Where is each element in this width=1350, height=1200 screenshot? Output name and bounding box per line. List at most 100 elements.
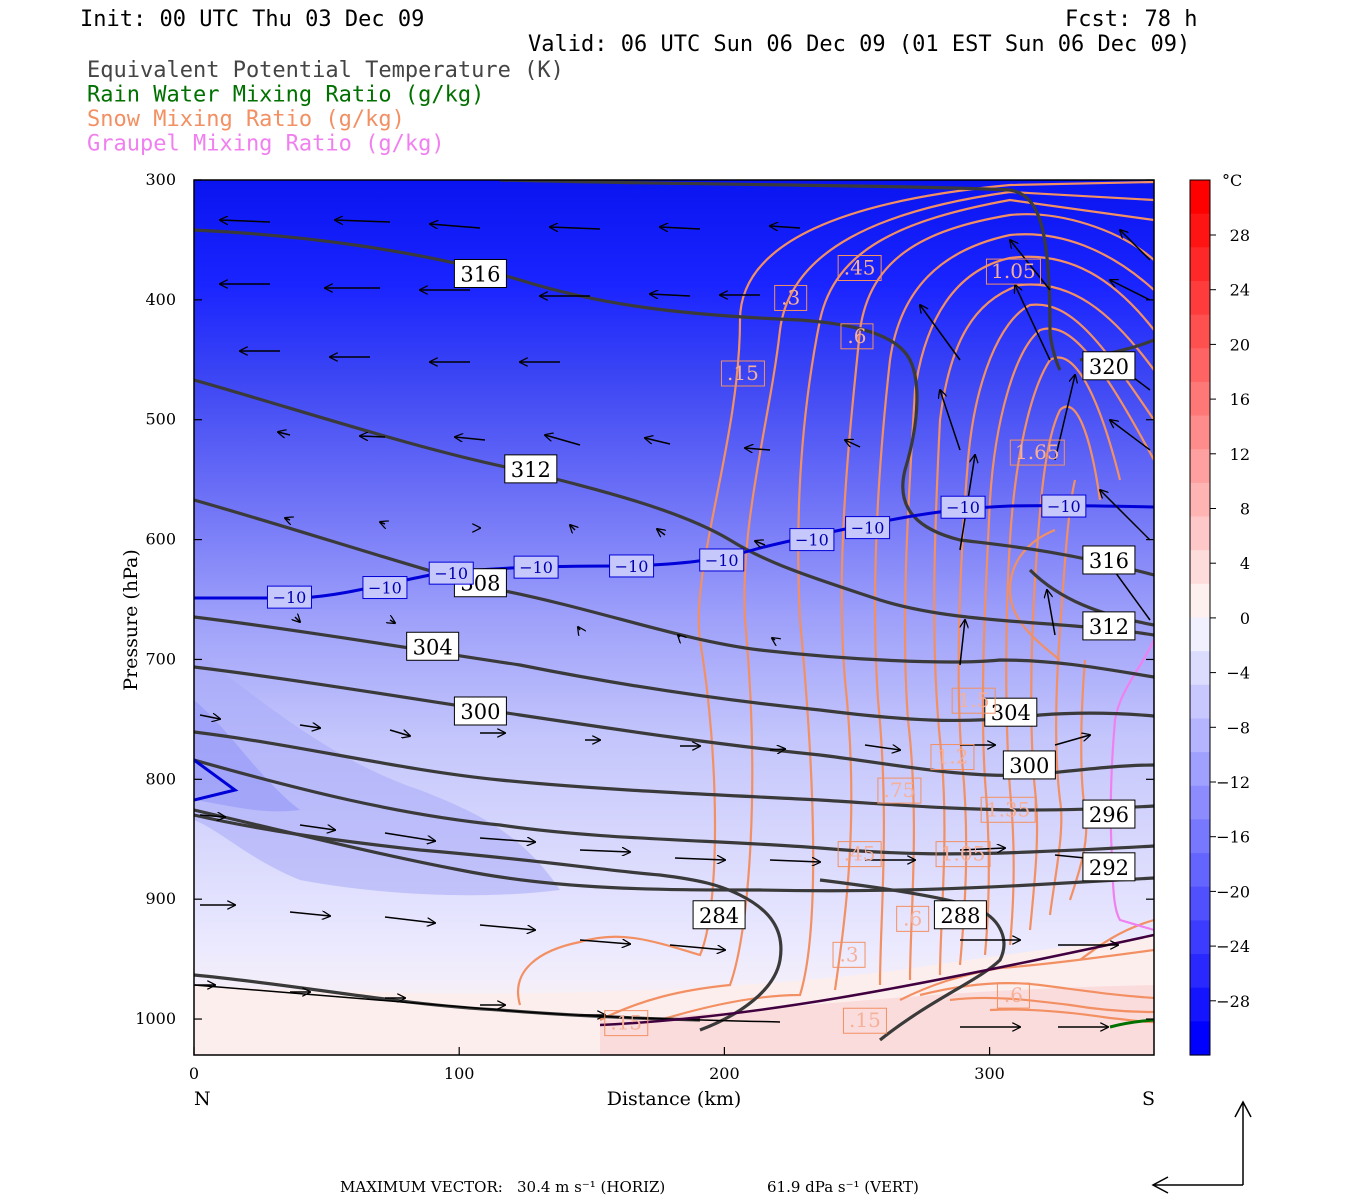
wind-vector — [384, 916, 435, 923]
y-tick-label: 900 — [145, 889, 176, 908]
colorbar-unit: °C — [1222, 171, 1242, 190]
x-tick-label: 0 — [189, 1064, 199, 1083]
wind-vector — [940, 390, 961, 451]
y-tick-label: 700 — [145, 649, 176, 668]
temp-label-box — [699, 548, 745, 572]
colorbar-label: 12 — [1230, 445, 1250, 464]
snow-label: 1.2 — [937, 745, 969, 769]
x-axis: 0 100 200 300 — [189, 1047, 1005, 1083]
theta-e-label-box — [984, 697, 1038, 727]
theta-e-label: 284 — [699, 904, 739, 928]
theta-e-label: 304 — [991, 701, 1031, 725]
snow-label: 1.65 — [1015, 440, 1060, 464]
y-tick-label: 1000 — [135, 1009, 176, 1028]
colorbar-swatch — [1190, 583, 1210, 619]
colorbar-label: −24 — [1216, 937, 1250, 956]
wind-vector — [770, 226, 801, 228]
colorbar-swatch — [1190, 213, 1210, 248]
valid-time: Valid: 06 UTC Sun 06 Dec 09 (01 EST Sun … — [528, 32, 1190, 57]
colorbar-label: −4 — [1226, 664, 1250, 683]
legend-entry: Snow Mixing Ratio (g/kg) — [87, 107, 405, 132]
wind-vector — [920, 305, 961, 361]
wind-vector — [657, 529, 665, 535]
wind-vector — [335, 220, 391, 222]
snow-label: .15 — [610, 1011, 642, 1035]
temp-label-box — [845, 516, 891, 540]
wind-vector — [389, 729, 410, 736]
wind-vector — [1120, 230, 1151, 261]
wind-vector — [199, 715, 220, 719]
isotherm-segment-left — [194, 758, 239, 802]
wind-vector — [295, 617, 300, 622]
colorbar-swatch — [1190, 482, 1210, 518]
max-vector-vert: 61.9 dPa s⁻¹ (VERT) — [767, 1178, 919, 1196]
colorbar-label: 16 — [1230, 390, 1250, 409]
wind-vector — [479, 838, 535, 842]
wind-vector — [678, 635, 680, 637]
colorbar-swatch — [1190, 348, 1210, 383]
wind-vector — [579, 850, 630, 852]
x-tick-label: 300 — [974, 1064, 1005, 1083]
theta-e-label: 292 — [1089, 856, 1129, 880]
wind-vector — [1015, 285, 1051, 361]
y-tick-label: 600 — [145, 530, 176, 549]
theta-e-label: 300 — [460, 700, 500, 724]
temp-label-box — [428, 561, 474, 585]
wind-vector — [220, 220, 271, 222]
surface-line-2 — [599, 933, 1154, 1027]
wind-vector — [384, 832, 435, 841]
y-tick-label: 800 — [145, 769, 176, 788]
snow-label: 1.05 — [991, 259, 1036, 283]
wind-vector — [299, 725, 320, 728]
wind-vector — [360, 436, 386, 437]
snow-label-box — [720, 360, 765, 387]
colorbar-label: −20 — [1216, 882, 1250, 901]
theta-e-label: 300 — [1009, 754, 1049, 778]
snow-label: .6 — [1004, 983, 1023, 1007]
temp-label: −10 — [705, 551, 739, 570]
temp-label: −10 — [795, 531, 829, 550]
colorbar-swatch — [1190, 314, 1210, 349]
colorbar-swatch — [1190, 449, 1210, 484]
snow-label: .15 — [849, 1008, 881, 1032]
snow-label: 1.5 — [958, 688, 990, 712]
colorbar-swatch — [1190, 280, 1210, 316]
wind-vector — [380, 522, 385, 524]
colorbar-swatch — [1190, 247, 1210, 282]
y-axis: 300 400 500 600 700 800 900 1000 — [135, 170, 1154, 1028]
colorbar: 28 24 20 16 12 8 4 0 −4 −8 −12 −16 −20 −24 −28 — [1189, 179, 1250, 1056]
temp-label-box — [362, 576, 408, 600]
colorbar-label: 20 — [1230, 335, 1250, 354]
wind-vector — [959, 848, 1005, 850]
temp-label: −10 — [1047, 497, 1081, 516]
wind-vector — [772, 638, 775, 640]
wind-vector — [769, 860, 820, 862]
theta-e-label: 296 — [1089, 803, 1129, 827]
wind-vector — [1110, 280, 1151, 301]
colorbar-label: −8 — [1226, 718, 1250, 737]
max-vector-horiz: 30.4 m s⁻¹ (HORIZ) — [517, 1178, 665, 1196]
theta-e-label: 320 — [1089, 355, 1129, 379]
wind-vector — [545, 435, 581, 446]
theta-e-label: 316 — [1089, 549, 1129, 573]
wind-vector — [289, 912, 330, 916]
temp-label: −10 — [519, 558, 553, 577]
legend-entry: Equivalent Potential Temperature (K) — [87, 58, 564, 83]
temp-labels: −10 −10 −10 −10 −10 −10 −10 −10 −10 −10 — [266, 494, 1087, 609]
wind-vector — [579, 940, 630, 944]
colorbar-label: 4 — [1240, 554, 1250, 573]
colorbar-swatch — [1190, 684, 1210, 720]
theta-e-label-box — [692, 900, 746, 930]
north-label: N — [194, 1088, 211, 1110]
temp-label: −10 — [946, 498, 980, 517]
colorbar-swatch — [1190, 381, 1210, 417]
temperature-shading — [194, 180, 1154, 1055]
colorbar-label: 0 — [1240, 609, 1250, 628]
theta-e-label-box — [1082, 611, 1136, 641]
wind-vector — [769, 749, 785, 750]
snow-label-box — [604, 1010, 649, 1037]
wind-vector — [1054, 735, 1090, 746]
legend: Equivalent Potential Temperature (K)Rain… — [87, 58, 564, 157]
